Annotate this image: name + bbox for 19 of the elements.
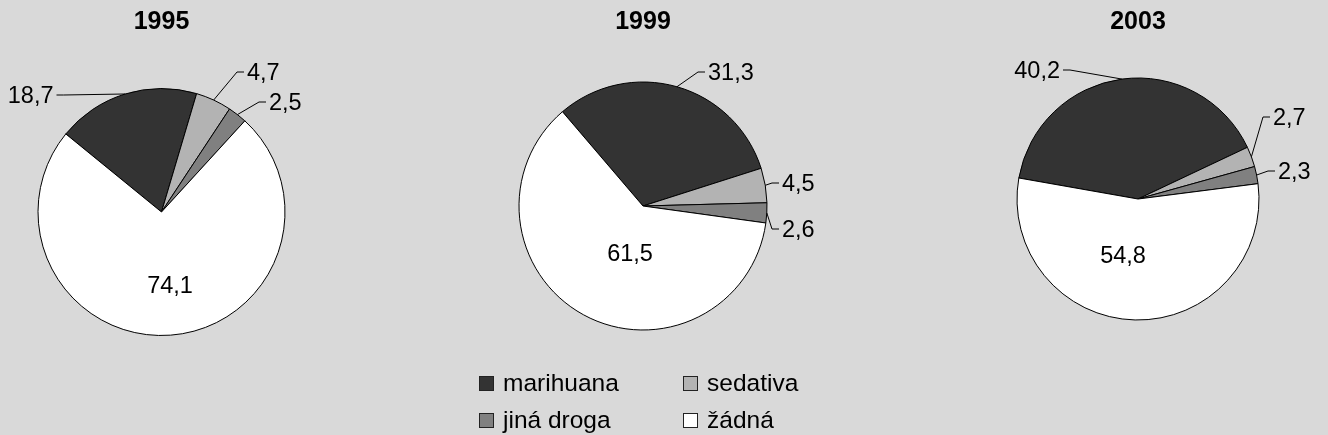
- data-label: 61,5: [607, 240, 653, 266]
- data-label: 2,7: [1273, 104, 1306, 130]
- data-label: 2,5: [269, 89, 302, 115]
- chart-title: 1995: [132, 5, 191, 35]
- data-label: 2,3: [1278, 158, 1311, 184]
- data-label: 40,2: [1014, 57, 1060, 83]
- data-label: 31,3: [708, 59, 754, 85]
- data-label: 54,8: [1100, 242, 1146, 268]
- data-label: 18,7: [7, 82, 54, 108]
- legend-label: jiná droga: [503, 406, 611, 434]
- chart-title: 2003: [1109, 5, 1167, 35]
- data-label: 4,5: [782, 170, 815, 196]
- legend-label: žádná: [707, 406, 774, 434]
- chart-title: 1999: [614, 5, 672, 35]
- data-label: 2,6: [782, 216, 815, 242]
- data-label: 74,1: [147, 272, 193, 298]
- legend-label: marihuana: [503, 369, 619, 397]
- data-label: 4,7: [247, 59, 280, 85]
- legend-label: sedativa: [707, 369, 799, 397]
